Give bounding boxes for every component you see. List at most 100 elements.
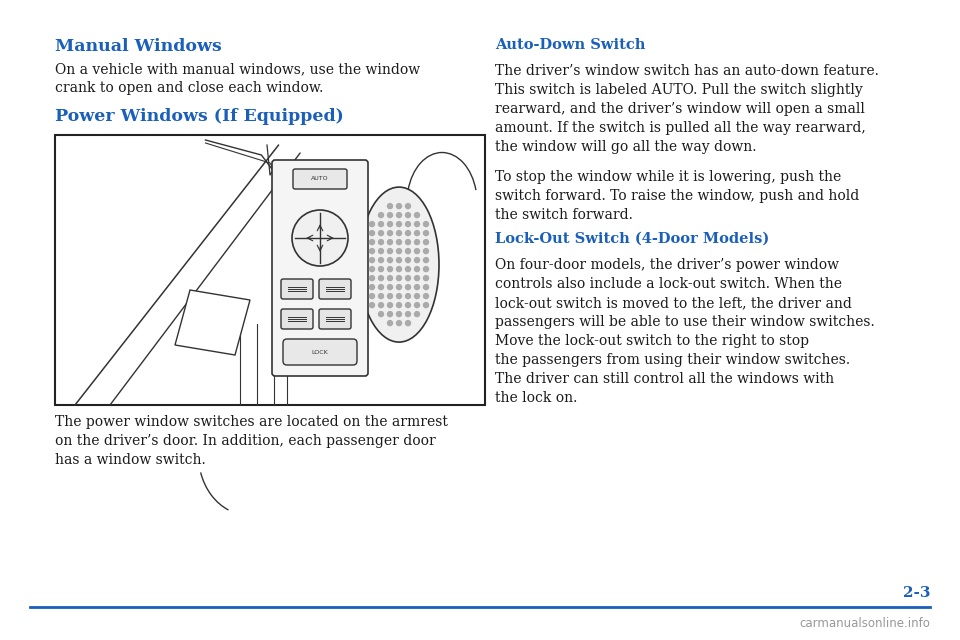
- Circle shape: [396, 267, 401, 271]
- Circle shape: [388, 294, 393, 299]
- Text: AUTO: AUTO: [311, 177, 329, 182]
- Text: Lock-Out Switch (4-Door Models): Lock-Out Switch (4-Door Models): [495, 232, 769, 246]
- Circle shape: [396, 230, 401, 236]
- FancyBboxPatch shape: [319, 309, 351, 329]
- Circle shape: [378, 239, 383, 244]
- Circle shape: [388, 248, 393, 253]
- Circle shape: [396, 303, 401, 308]
- Circle shape: [423, 230, 428, 236]
- Circle shape: [423, 221, 428, 227]
- FancyBboxPatch shape: [281, 279, 313, 299]
- Circle shape: [405, 294, 411, 299]
- Circle shape: [370, 248, 374, 253]
- Circle shape: [388, 239, 393, 244]
- Circle shape: [378, 212, 383, 218]
- Circle shape: [378, 303, 383, 308]
- FancyBboxPatch shape: [293, 169, 347, 189]
- Circle shape: [415, 221, 420, 227]
- Circle shape: [405, 303, 411, 308]
- Circle shape: [370, 257, 374, 262]
- Circle shape: [423, 248, 428, 253]
- Circle shape: [388, 276, 393, 280]
- Circle shape: [396, 285, 401, 289]
- Circle shape: [415, 257, 420, 262]
- Circle shape: [423, 285, 428, 289]
- Circle shape: [396, 204, 401, 209]
- Circle shape: [415, 239, 420, 244]
- Circle shape: [388, 312, 393, 317]
- Text: To stop the window while it is lowering, push the
switch forward. To raise the w: To stop the window while it is lowering,…: [495, 170, 859, 222]
- Circle shape: [378, 285, 383, 289]
- Circle shape: [396, 312, 401, 317]
- Circle shape: [423, 267, 428, 271]
- Circle shape: [388, 212, 393, 218]
- Text: Manual Windows: Manual Windows: [55, 38, 222, 55]
- Polygon shape: [175, 290, 250, 355]
- Circle shape: [396, 212, 401, 218]
- Circle shape: [415, 285, 420, 289]
- Circle shape: [388, 303, 393, 308]
- Text: LOCK: LOCK: [312, 349, 328, 355]
- Text: The power window switches are located on the armrest
on the driver’s door. In ad: The power window switches are located on…: [55, 415, 448, 467]
- Circle shape: [378, 248, 383, 253]
- Circle shape: [405, 212, 411, 218]
- Circle shape: [370, 294, 374, 299]
- Circle shape: [378, 312, 383, 317]
- Circle shape: [415, 230, 420, 236]
- Circle shape: [396, 248, 401, 253]
- Circle shape: [415, 212, 420, 218]
- Circle shape: [396, 239, 401, 244]
- Circle shape: [378, 294, 383, 299]
- Circle shape: [405, 321, 411, 326]
- Circle shape: [292, 210, 348, 266]
- Text: 2-3: 2-3: [902, 586, 930, 600]
- Circle shape: [405, 257, 411, 262]
- Circle shape: [415, 248, 420, 253]
- Circle shape: [370, 276, 374, 280]
- Circle shape: [388, 204, 393, 209]
- Circle shape: [396, 276, 401, 280]
- Circle shape: [423, 303, 428, 308]
- Circle shape: [405, 248, 411, 253]
- FancyBboxPatch shape: [319, 279, 351, 299]
- Text: On a vehicle with manual windows, use the window
crank to open and close each wi: On a vehicle with manual windows, use th…: [55, 62, 420, 95]
- Circle shape: [388, 221, 393, 227]
- Circle shape: [370, 285, 374, 289]
- Circle shape: [405, 204, 411, 209]
- Circle shape: [370, 267, 374, 271]
- Circle shape: [396, 294, 401, 299]
- Circle shape: [388, 321, 393, 326]
- Circle shape: [423, 239, 428, 244]
- Text: Auto-Down Switch: Auto-Down Switch: [495, 38, 645, 52]
- Circle shape: [405, 312, 411, 317]
- Text: On four-door models, the driver’s power window
controls also include a lock-out : On four-door models, the driver’s power …: [495, 258, 875, 404]
- Circle shape: [405, 285, 411, 289]
- Circle shape: [405, 239, 411, 244]
- Circle shape: [423, 276, 428, 280]
- Circle shape: [388, 257, 393, 262]
- Circle shape: [388, 267, 393, 271]
- Circle shape: [396, 221, 401, 227]
- Circle shape: [378, 230, 383, 236]
- Text: Power Windows (If Equipped): Power Windows (If Equipped): [55, 108, 344, 125]
- Circle shape: [378, 276, 383, 280]
- Bar: [55, 135, 485, 405]
- Circle shape: [415, 267, 420, 271]
- Circle shape: [388, 230, 393, 236]
- Circle shape: [415, 294, 420, 299]
- Circle shape: [396, 321, 401, 326]
- Ellipse shape: [359, 187, 439, 342]
- FancyBboxPatch shape: [281, 309, 313, 329]
- Circle shape: [405, 276, 411, 280]
- Circle shape: [415, 276, 420, 280]
- Circle shape: [370, 230, 374, 236]
- Circle shape: [415, 312, 420, 317]
- Circle shape: [370, 239, 374, 244]
- Circle shape: [388, 285, 393, 289]
- Circle shape: [378, 267, 383, 271]
- Circle shape: [405, 267, 411, 271]
- Circle shape: [405, 230, 411, 236]
- Circle shape: [415, 303, 420, 308]
- Circle shape: [370, 303, 374, 308]
- Circle shape: [405, 221, 411, 227]
